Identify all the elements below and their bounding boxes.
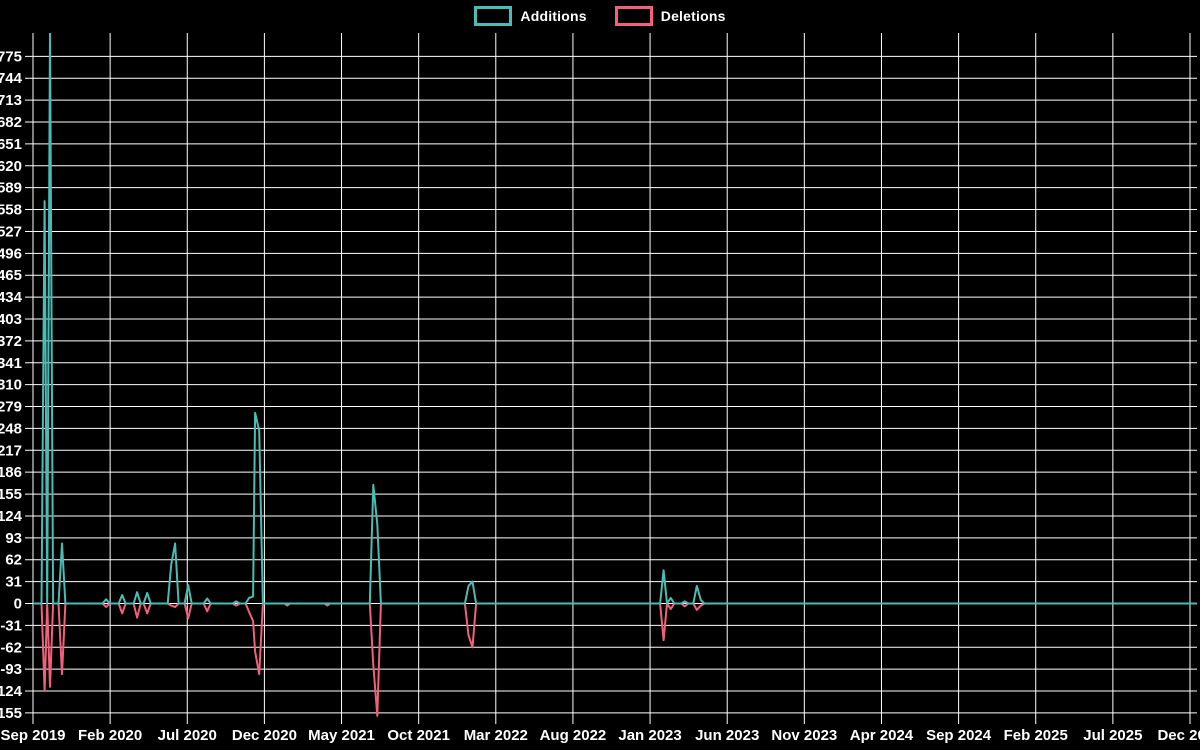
svg-text:124: 124 (0, 508, 23, 525)
legend-item-deletions[interactable]: Deletions (614, 6, 726, 26)
svg-text:589: 589 (0, 180, 22, 197)
svg-text:Aug 2022: Aug 2022 (540, 727, 607, 744)
svg-text:434: 434 (0, 289, 23, 306)
y-axis-labels: 7757447136826516205895585274964654344033… (0, 48, 23, 722)
deletions-swatch-icon (614, 6, 653, 26)
svg-text:93: 93 (5, 530, 22, 547)
svg-text:Nov 2023: Nov 2023 (771, 727, 837, 744)
svg-text:62: 62 (5, 552, 22, 569)
svg-text:279: 279 (0, 399, 22, 416)
additions-line (33, 33, 1197, 605)
svg-text:310: 310 (0, 377, 22, 394)
svg-text:248: 248 (0, 420, 22, 437)
svg-text:Dec 2020: Dec 2020 (232, 727, 297, 744)
svg-text:558: 558 (0, 202, 22, 219)
svg-text:527: 527 (0, 223, 22, 240)
series-lines (33, 33, 1197, 717)
svg-text:Mar 2022: Mar 2022 (464, 727, 528, 744)
svg-text:Jul 2025: Jul 2025 (1083, 727, 1142, 744)
svg-text:Jan 2023: Jan 2023 (618, 727, 681, 744)
svg-text:Oct 2021: Oct 2021 (387, 727, 450, 744)
svg-text:744: 744 (0, 70, 23, 87)
svg-text:Jun 2023: Jun 2023 (695, 727, 759, 744)
svg-text:-93: -93 (0, 661, 22, 678)
svg-text:May 2021: May 2021 (308, 727, 375, 744)
svg-text:31: 31 (5, 574, 22, 591)
svg-text:186: 186 (0, 464, 22, 481)
additions-swatch-icon (474, 6, 513, 26)
svg-text:155: 155 (0, 486, 22, 503)
svg-text:Apr 2024: Apr 2024 (850, 727, 914, 744)
svg-text:713: 713 (0, 92, 22, 109)
legend-item-additions[interactable]: Additions (474, 6, 587, 26)
svg-text:217: 217 (0, 442, 22, 459)
svg-text:Dec 2025: Dec 2025 (1157, 727, 1200, 744)
svg-text:0: 0 (14, 596, 22, 613)
svg-text:-62: -62 (0, 639, 22, 656)
svg-text:372: 372 (0, 333, 22, 350)
svg-text:Sep 2024: Sep 2024 (926, 727, 992, 744)
svg-text:-155: -155 (0, 705, 22, 722)
svg-text:682: 682 (0, 114, 22, 131)
svg-text:Jul 2020: Jul 2020 (158, 727, 217, 744)
legend-label-deletions: Deletions (660, 8, 726, 24)
svg-text:651: 651 (0, 136, 22, 153)
svg-text:-124: -124 (0, 683, 23, 700)
svg-text:775: 775 (0, 48, 22, 65)
legend-label-additions: Additions (520, 8, 587, 24)
grid-lines (25, 33, 1197, 724)
svg-text:Feb 2025: Feb 2025 (1004, 727, 1068, 744)
chart-legend: Additions Deletions (0, 6, 1200, 26)
svg-text:Feb 2020: Feb 2020 (78, 727, 142, 744)
svg-text:465: 465 (0, 267, 22, 284)
svg-text:620: 620 (0, 158, 22, 175)
svg-text:403: 403 (0, 311, 22, 328)
svg-text:496: 496 (0, 245, 22, 262)
svg-text:341: 341 (0, 355, 22, 372)
svg-text:-31: -31 (0, 617, 22, 634)
svg-text:Sep 2019: Sep 2019 (0, 727, 65, 744)
x-axis-labels: Sep 2019 Feb 2020 Jul 2020 Dec 2020 May 2021… (0, 727, 1200, 744)
